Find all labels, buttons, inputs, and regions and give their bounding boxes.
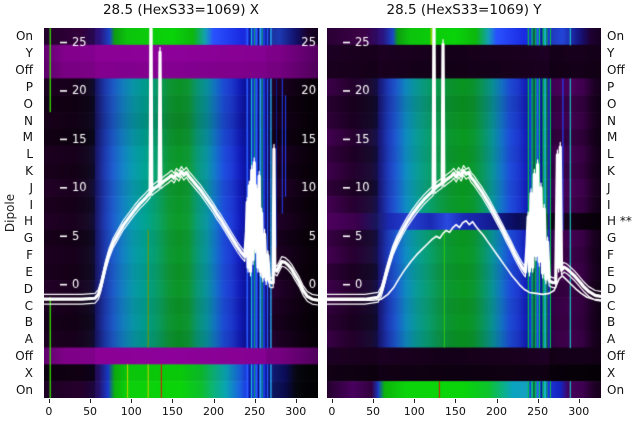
x-tick-label: 100 [403, 405, 425, 418]
x-tick-label: 50 [366, 405, 381, 418]
right-category-label-on: On [607, 29, 625, 44]
y-axis-label: Dipole [3, 193, 18, 233]
right-category-label-x: X [607, 365, 616, 380]
right-category-label-k: K [607, 163, 615, 178]
right-category-label-c: C [607, 298, 616, 313]
x-tick [455, 399, 457, 403]
x-tick [578, 399, 580, 403]
left-heatmap-canvas [44, 28, 318, 398]
left-panel-title: 28.5 (HexS33=1069) X [102, 2, 260, 18]
x-tick-label: 300 [568, 405, 590, 418]
right-category-label-j: J [607, 180, 611, 195]
x-tick [213, 399, 215, 403]
right-category-label-off: Off [607, 63, 625, 78]
right-category-label-e: E [607, 264, 615, 279]
right-category-label-h: H ** [607, 214, 632, 229]
right-category-label-y: Y [607, 46, 615, 61]
x-tick [373, 399, 375, 403]
left-category-label-n: N [24, 113, 33, 128]
left-category-label-x: X [24, 365, 33, 380]
right-panel-title: 28.5 (HexS33=1069) Y [386, 2, 542, 18]
left-category-label-k: K [25, 163, 33, 178]
x-tick [90, 399, 92, 403]
right-category-label-b: B [607, 315, 616, 330]
left-category-label-on: On [15, 382, 33, 397]
left-category-label-p: P [25, 79, 33, 94]
right-category-label-n: N [607, 113, 616, 128]
right-category-label-a: A [607, 332, 616, 347]
right-category-label-g: G [607, 231, 617, 246]
left-category-label-f: F [26, 248, 33, 263]
right-category-label-d: D [607, 281, 617, 296]
left-category-label-m: M [22, 130, 33, 145]
x-tick [254, 399, 256, 403]
right-category-label-m: M [607, 130, 618, 145]
x-tick-label: 200 [486, 405, 507, 418]
right-category-label-i: I [607, 197, 611, 212]
x-tick-label: 150 [161, 405, 183, 418]
x-tick [172, 399, 174, 403]
left-category-label-on: On [15, 29, 33, 44]
left-category-label-h: H [23, 214, 33, 229]
x-tick [496, 399, 498, 403]
x-tick-label: 200 [203, 405, 224, 418]
x-tick-label: 100 [120, 405, 142, 418]
left-category-label-i: I [29, 197, 33, 212]
x-tick [331, 399, 333, 403]
left-category-label-o: O [23, 96, 33, 111]
right-category-label-o: O [607, 96, 617, 111]
left-category-label-g: G [23, 231, 33, 246]
x-tick-label: 0 [45, 405, 53, 418]
right-category-label-off: Off [607, 348, 625, 363]
x-tick-label: 300 [285, 405, 307, 418]
left-category-label-d: D [23, 281, 33, 296]
left-category-label-y: Y [25, 46, 33, 61]
right-category-label-on: On [607, 382, 625, 397]
x-tick [295, 399, 297, 403]
x-tick [414, 399, 416, 403]
left-category-label-e: E [25, 264, 33, 279]
left-category-label-a: A [24, 332, 33, 347]
left-category-label-b: B [24, 315, 33, 330]
left-category-label-c: C [24, 298, 33, 313]
left-category-label-j: J [29, 180, 33, 195]
right-heatmap-canvas [327, 28, 601, 398]
x-tick-label: 150 [444, 405, 466, 418]
x-tick-label: 50 [83, 405, 98, 418]
left-category-label-off: Off [15, 348, 33, 363]
x-tick [537, 399, 539, 403]
x-tick [131, 399, 133, 403]
x-tick [48, 399, 50, 403]
left-category-label-l: L [26, 147, 33, 162]
right-category-label-f: F [607, 248, 614, 263]
left-category-label-off: Off [15, 63, 33, 78]
right-category-label-p: P [607, 79, 615, 94]
x-tick-label: 0 [328, 405, 336, 418]
x-tick-label: 250 [527, 405, 549, 418]
right-category-label-l: L [607, 147, 614, 162]
x-tick-label: 250 [244, 405, 266, 418]
